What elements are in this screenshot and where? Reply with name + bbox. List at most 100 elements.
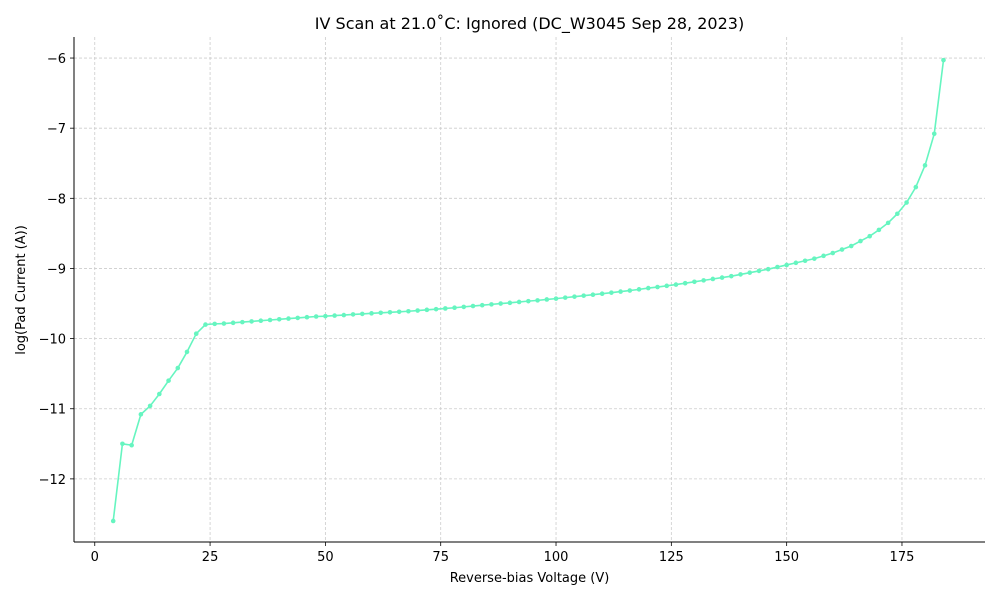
- x-tick-label: 175: [890, 550, 915, 565]
- data-point: [590, 292, 596, 297]
- data-point: [323, 313, 328, 319]
- y-tick-label: −8: [47, 192, 66, 207]
- data-point: [313, 314, 319, 319]
- data-point: [332, 313, 337, 318]
- x-tick-label: 25: [202, 550, 219, 565]
- data-point: [443, 306, 448, 311]
- data-point: [452, 305, 457, 311]
- data-point: [784, 262, 789, 268]
- data-point: [267, 317, 273, 323]
- data-point: [470, 303, 476, 309]
- grid: [74, 37, 985, 542]
- data-point: [627, 288, 633, 293]
- data-point: [369, 311, 374, 316]
- data-point: [286, 316, 291, 321]
- data-point: [922, 163, 928, 168]
- data-point: [378, 310, 384, 316]
- data-point: [839, 247, 845, 252]
- data-point: [341, 312, 347, 318]
- x-tick-label: 75: [432, 550, 449, 565]
- series-layer: [110, 57, 946, 524]
- data-point: [738, 272, 743, 277]
- data-point: [138, 412, 144, 417]
- data-point: [147, 403, 153, 409]
- data-point: [802, 258, 808, 264]
- data-point: [276, 317, 282, 322]
- data-point: [756, 268, 762, 274]
- data-point: [166, 378, 171, 383]
- data-point: [830, 250, 836, 256]
- data-point: [157, 391, 162, 397]
- data-point: [535, 298, 540, 303]
- data-point: [710, 276, 716, 282]
- data-point: [193, 331, 199, 336]
- y-axis-title: log(Pad Current (A)): [14, 225, 29, 355]
- data-point: [424, 307, 430, 313]
- data-point: [249, 319, 254, 324]
- data-point: [609, 290, 614, 295]
- data-point: [867, 233, 872, 239]
- data-point: [848, 243, 854, 249]
- x-tick-label: 0: [91, 550, 99, 565]
- data-point: [350, 312, 356, 317]
- chart-title: IV Scan at 21.0˚C: Ignored (DC_W3045 Sep…: [315, 14, 744, 34]
- data-point: [775, 264, 780, 270]
- data-point: [221, 321, 227, 326]
- y-tick-label: −9: [47, 262, 66, 277]
- data-point: [498, 301, 503, 306]
- data-point: [692, 279, 697, 285]
- x-axis-title: Reverse-bias Voltage (V): [450, 571, 610, 586]
- data-point: [304, 314, 310, 320]
- data-point: [240, 319, 245, 325]
- data-point: [433, 306, 439, 312]
- data-point: [618, 289, 623, 294]
- data-point: [230, 320, 236, 326]
- data-point: [295, 315, 301, 321]
- data-point: [655, 284, 660, 290]
- data-point: [821, 253, 826, 259]
- data-point: [562, 295, 568, 300]
- data-point: [599, 291, 605, 297]
- data-point: [516, 299, 522, 305]
- data-point: [175, 365, 181, 371]
- data-point: [885, 220, 891, 226]
- data-point: [507, 300, 513, 306]
- data-point: [479, 302, 485, 308]
- data-point: [526, 298, 531, 304]
- data-point: [747, 270, 753, 275]
- x-tick-label: 150: [774, 550, 799, 565]
- data-point: [895, 211, 900, 217]
- data-point: [415, 308, 420, 313]
- x-tick-label: 50: [317, 550, 334, 565]
- data-point: [258, 318, 264, 324]
- data-point: [701, 278, 706, 283]
- y-tick-label: −10: [39, 333, 66, 348]
- data-point: [719, 275, 725, 280]
- x-tick-label: 125: [659, 550, 684, 565]
- y-tick-label: −11: [39, 403, 66, 418]
- data-point: [129, 442, 134, 448]
- data-point: [581, 293, 586, 298]
- data-point: [406, 308, 411, 314]
- data-point: [673, 282, 679, 287]
- data-point: [858, 238, 863, 244]
- data-point: [876, 227, 882, 233]
- y-tick-label: −7: [47, 122, 66, 137]
- data-point: [645, 285, 651, 291]
- x-tick-label: 100: [544, 550, 569, 565]
- data-point: [359, 311, 365, 317]
- data-point: [572, 294, 577, 299]
- axes: 0 25 50 75 100 125 150 175 −12 −11 −10 −9 −8 −7 −6: [39, 37, 985, 565]
- data-point: [765, 266, 771, 272]
- data-point: [664, 283, 670, 289]
- data-point: [489, 302, 494, 307]
- data-point: [729, 273, 734, 279]
- data-point: [184, 349, 190, 355]
- data-point: [461, 304, 467, 310]
- data-point: [682, 280, 688, 286]
- data-point: [913, 184, 919, 190]
- data-point: [212, 321, 217, 327]
- y-tick-label: −12: [39, 473, 66, 488]
